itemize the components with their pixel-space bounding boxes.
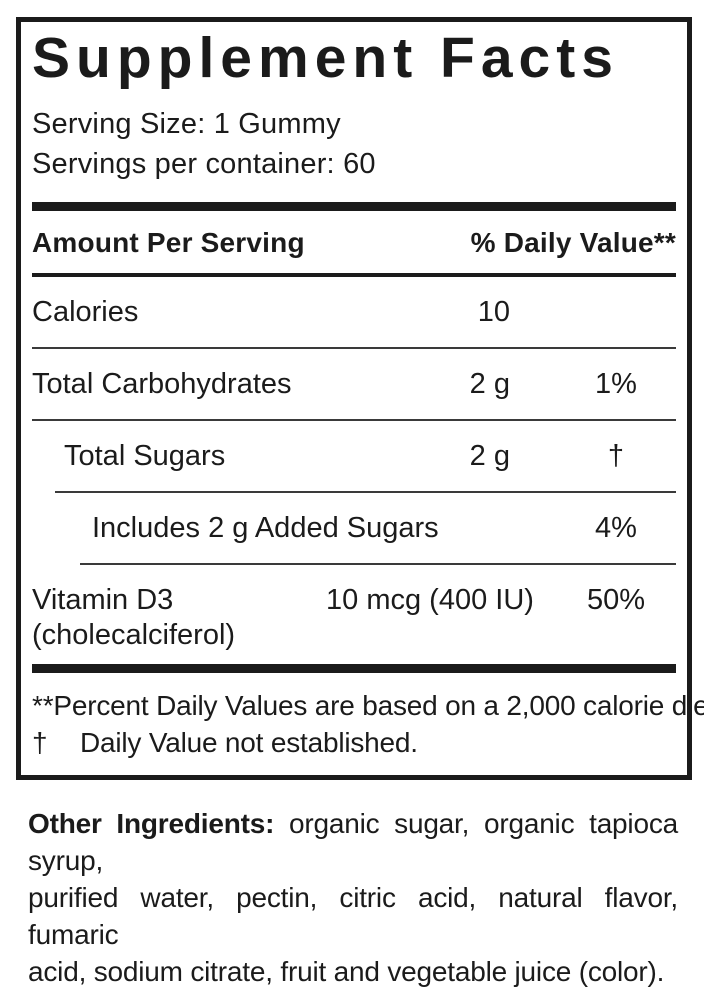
amount-per-serving-header: Amount Per Serving (32, 227, 305, 258)
below-panel-text: Other Ingredients: organic sugar, organi… (28, 805, 678, 1000)
other-ingredients-line2: purified water, pectin, citric acid, nat… (28, 882, 678, 950)
row-total-sugars: Total Sugars 2 g † (32, 421, 676, 491)
other-ingredients-paragraph: Other Ingredients: organic sugar, organi… (28, 805, 678, 990)
nutrient-daily-value: 4% (595, 512, 637, 544)
other-ingredients-label: Other Ingredients: (28, 808, 275, 839)
nutrient-amount: 10 (477, 296, 510, 328)
nutrient-name: Total Carbohydrates (32, 368, 292, 400)
nutrient-name: Calories (32, 296, 139, 328)
supplement-facts-panel: Supplement Facts Serving Size: 1 Gummy S… (16, 17, 704, 780)
panel-title: Supplement Facts (32, 26, 619, 90)
servings-per-container-text: Servings per container: 60 (32, 148, 376, 180)
nutrient-name: Includes 2 g Added Sugars (92, 512, 439, 544)
footnote-dagger-text: Daily Value not established. (80, 727, 418, 758)
column-header-row: Amount Per Serving % Daily Value** (32, 211, 676, 273)
nutrient-name: Vitamin D3 (cholecalciferol) (32, 582, 326, 652)
nutrient-name-line1: Vitamin D3 (32, 584, 174, 616)
nutrient-daily-value: † (607, 440, 625, 472)
other-ingredients-line1: Other Ingredients: organic sugar, organi… (28, 805, 678, 879)
serving-size-text: Serving Size: 1 Gummy (32, 108, 341, 140)
nutrient-name: Total Sugars (64, 440, 226, 472)
row-added-sugars: Includes 2 g Added Sugars 4% (32, 493, 676, 563)
nutrient-amount: 2 g (469, 440, 510, 472)
percent-daily-value-header: % Daily Value** (470, 227, 676, 258)
other-ingredients-line3: acid, sodium citrate, fruit and vegetabl… (28, 956, 665, 987)
footnotes-section: **Percent Daily Values are based on a 2,… (32, 673, 704, 775)
nutrient-daily-value: 1% (595, 368, 637, 400)
divider-thick-bottom (32, 664, 676, 673)
footnote-daily-values: **Percent Daily Values are based on a 2,… (32, 690, 704, 721)
row-calories: Calories 10 (32, 277, 676, 347)
dagger-symbol: † (32, 727, 48, 758)
row-vitamin-d3: Vitamin D3 (cholecalciferol) 10 mcg (400… (32, 565, 676, 664)
nutrient-amount: 10 mcg (400 IU) (326, 584, 534, 616)
row-separator (80, 563, 676, 565)
row-separator (32, 419, 676, 421)
row-separator (55, 491, 676, 493)
serving-info: Serving Size: 1 Gummy Servings per conta… (32, 104, 676, 184)
footnote-dagger: † Daily Value not established. (32, 724, 676, 761)
row-total-carbohydrates: Total Carbohydrates 2 g 1% (32, 349, 676, 419)
nutrient-name-line2: (cholecalciferol) (32, 619, 236, 651)
divider-thick-top (32, 202, 676, 211)
nutrient-daily-value: 50% (586, 584, 646, 616)
divider-header-rule (32, 273, 676, 277)
nutrient-amount: 2 g (469, 368, 510, 400)
row-separator (32, 347, 676, 349)
other-ingredients-line1-rest: organic sugar, organic tapioca syrup, (28, 808, 678, 876)
